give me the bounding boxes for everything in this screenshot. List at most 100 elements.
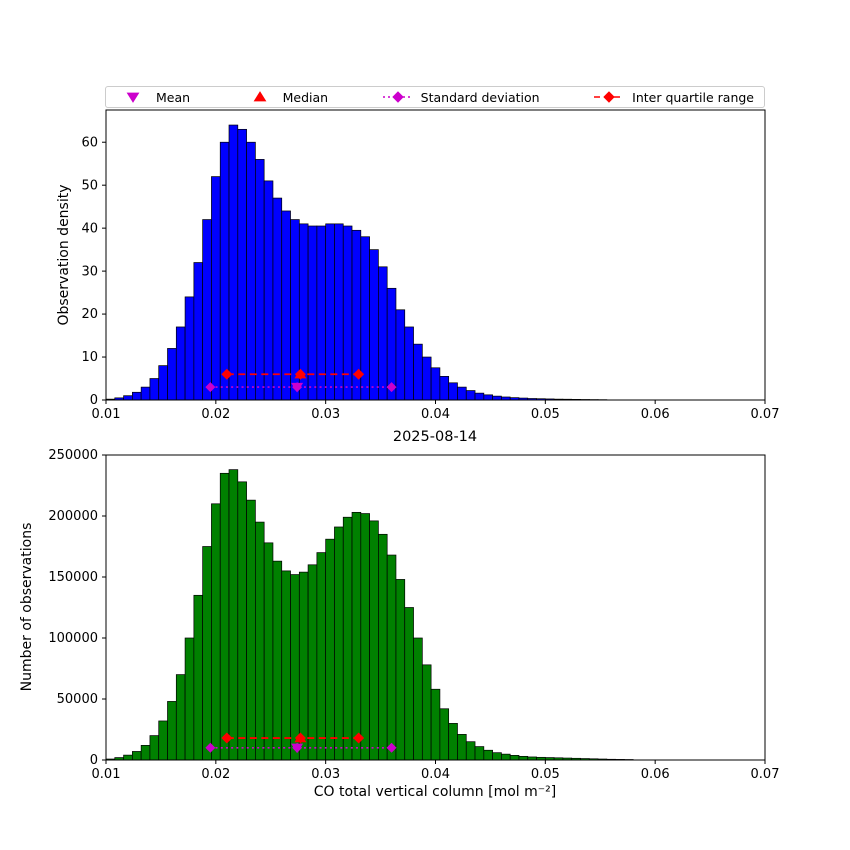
iqr-diamond-marker — [221, 368, 233, 380]
histogram-bar — [132, 391, 142, 401]
histogram-bar — [413, 343, 423, 401]
histogram-bar — [518, 755, 529, 761]
top-ylabel: Observation density — [56, 184, 72, 325]
histogram-bar — [369, 249, 379, 401]
histogram-bar — [167, 701, 177, 761]
y-tick-label: 0 — [90, 753, 98, 768]
legend-item-mean: Mean — [116, 89, 190, 105]
histogram-bar — [501, 753, 511, 761]
histogram-bar — [123, 754, 133, 761]
y-tick-label: 10 — [81, 350, 98, 365]
histogram-bar — [448, 723, 458, 761]
top-histogram-panel: 0.01 0.02 0.03 0.04 0.05 0.06 0.07 0 10 20 30 40 50 6… — [81, 109, 780, 422]
histogram-bar — [167, 348, 177, 401]
y-tick-label: 50 — [81, 178, 98, 193]
iqr-diamond-marker — [221, 732, 233, 744]
histogram-bar — [351, 511, 362, 761]
median-marker-icon — [243, 89, 277, 105]
histogram-bar — [448, 382, 458, 401]
std-diamond-marker — [205, 742, 216, 753]
histogram-bar — [509, 755, 520, 761]
histogram-bar — [149, 378, 160, 401]
histogram-bar — [492, 395, 502, 401]
subplot-title: 2025-08-14 — [393, 429, 477, 445]
iqr-diamond-marker — [353, 732, 365, 744]
histogram-bar — [211, 503, 221, 761]
histogram-bar — [360, 513, 370, 761]
histogram-bar — [228, 124, 239, 401]
histogram-bar — [474, 392, 485, 401]
histogram-bar — [378, 533, 388, 761]
histogram-bar — [430, 367, 441, 401]
legend-item-iqr: Inter quartile range — [592, 89, 754, 105]
median-marker — [294, 368, 307, 379]
y-tick-label: 60 — [81, 135, 98, 150]
x-tick-label: 0.05 — [531, 767, 560, 782]
std-deviation-marker-icon — [381, 89, 415, 105]
legend-item-median: Median — [243, 89, 328, 105]
x-tick-label: 0.05 — [531, 407, 560, 422]
x-tick-label: 0.01 — [92, 407, 121, 422]
x-tick-label: 0.02 — [201, 407, 230, 422]
histogram-bar — [334, 526, 344, 761]
x-tick-label: 0.07 — [751, 767, 780, 782]
histogram-bar — [430, 688, 441, 761]
histogram-bar — [342, 516, 353, 761]
std-diamond-marker — [386, 742, 397, 753]
diamond-glyph — [382, 91, 413, 103]
histogram-bar — [211, 176, 221, 401]
x-tick-label: 0.03 — [311, 767, 340, 782]
histogram-bar — [386, 554, 397, 761]
histogram-bar — [298, 571, 309, 761]
histogram-bar — [202, 219, 212, 401]
histogram-bar — [158, 720, 168, 761]
x-tick-label: 0.07 — [751, 407, 780, 422]
histogram-bar — [457, 386, 467, 401]
histogram-bar — [202, 546, 212, 761]
x-tick-label: 0.06 — [641, 767, 670, 782]
histogram-bar — [395, 309, 406, 401]
histogram-bar — [219, 472, 230, 761]
histogram-bar — [316, 552, 327, 761]
histogram-bar — [465, 390, 476, 401]
histogram-bar — [158, 365, 168, 401]
histogram-bar — [246, 141, 256, 401]
histogram-bar — [421, 356, 432, 401]
histogram-bar — [439, 376, 450, 401]
histogram-bar — [281, 570, 291, 761]
histogram-bar — [255, 159, 265, 401]
y-tick-label: 250000 — [48, 448, 98, 463]
histogram-bar — [140, 745, 151, 761]
histogram-bar — [483, 749, 493, 761]
y-tick-label: 30 — [81, 264, 98, 279]
x-tick-label: 0.04 — [421, 767, 450, 782]
histogram-bar — [237, 128, 247, 401]
histogram-bar — [175, 326, 186, 401]
bottom-ylabel: Number of observations — [19, 523, 35, 692]
histogram-bar — [193, 594, 204, 761]
histogram-bar — [281, 210, 291, 401]
triangle-up-glyph — [253, 91, 267, 102]
mean-marker-icon — [116, 89, 150, 105]
histogram-bar — [395, 579, 406, 761]
histogram-bar — [132, 751, 142, 761]
y-tick-label: 40 — [81, 221, 98, 236]
histogram-bar — [492, 752, 502, 761]
legend: Mean Median Standard deviation Inter qua… — [105, 86, 765, 108]
y-tick-label: 100000 — [48, 631, 98, 646]
histogram-bar — [378, 266, 388, 401]
x-tick-label: 0.01 — [92, 767, 121, 782]
triangle-down-glyph — [126, 92, 140, 103]
histogram-bar — [193, 262, 204, 401]
y-tick-label: 150000 — [48, 570, 98, 585]
histogram-bar — [140, 386, 151, 401]
histogram-bar — [272, 197, 283, 401]
histogram-bar — [184, 637, 195, 761]
mean-marker — [291, 382, 304, 393]
histogram-bar — [483, 394, 493, 401]
histogram-bar — [228, 469, 239, 761]
histogram-bar — [421, 664, 432, 761]
histogram-bar — [404, 326, 414, 401]
histogram-bar — [369, 520, 379, 761]
